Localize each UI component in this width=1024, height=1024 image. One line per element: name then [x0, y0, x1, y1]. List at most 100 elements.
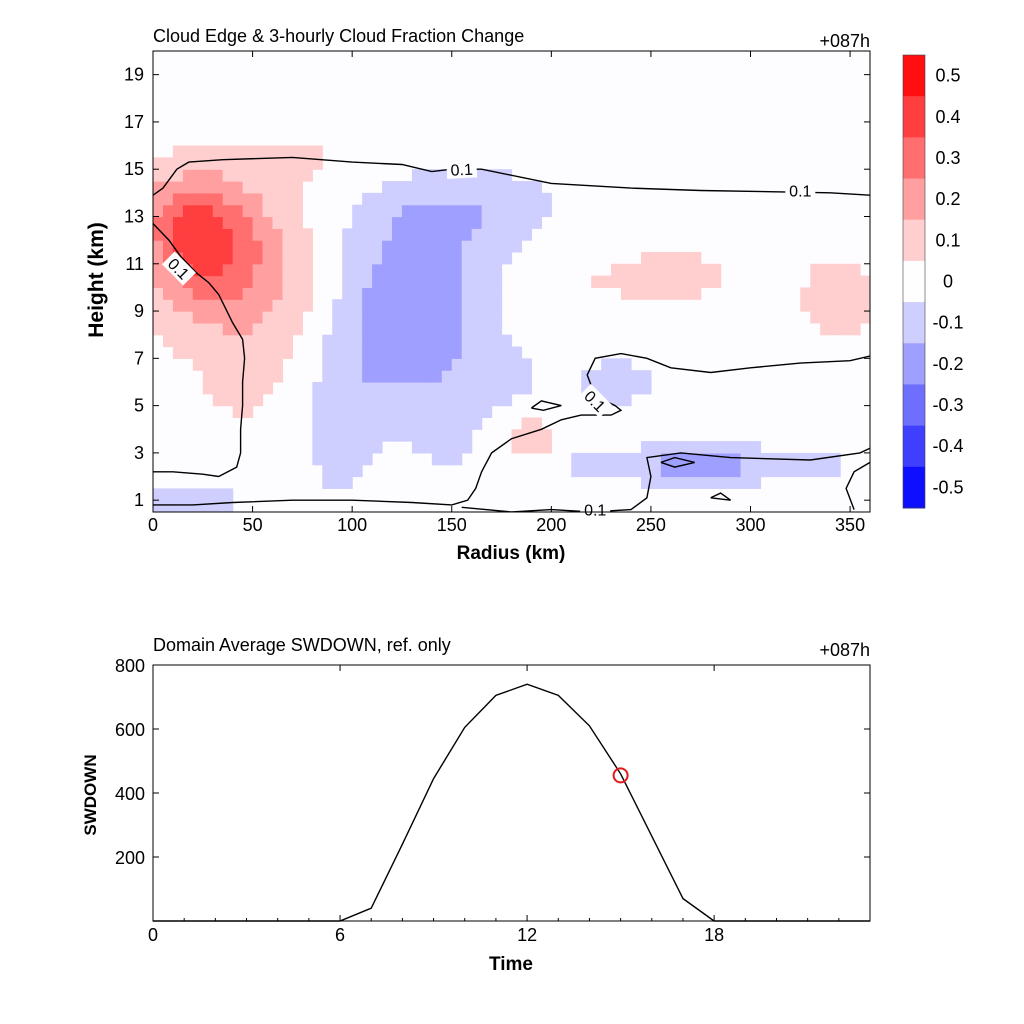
x-tick-label: 0: [148, 925, 158, 945]
heatmap-cell: [153, 240, 164, 253]
heatmap-cell: [372, 251, 383, 265]
heatmap-cell: [840, 275, 851, 289]
heatmap-cell: [362, 322, 373, 336]
heatmap-cell: [362, 311, 373, 324]
y-tick-label: 3: [134, 443, 144, 463]
heatmap-cell: [521, 381, 533, 395]
heatmap-cell: [481, 405, 493, 419]
heatmap-cell: [242, 204, 254, 218]
heatmap-cell: [212, 181, 224, 194]
heatmap-cell: [421, 287, 433, 300]
heatmap-cell: [262, 346, 274, 359]
heatmap-cell: [471, 358, 483, 371]
heatmap-cell: [342, 299, 353, 312]
contour-label-text: 0.1: [584, 503, 606, 520]
heatmap-cell: [382, 322, 393, 336]
heatmap-cell: [401, 346, 413, 359]
heatmap-cell: [312, 393, 323, 407]
heatmap-cell: [172, 145, 184, 158]
heatmap-cell: [222, 181, 234, 194]
x-tick-label: 100: [337, 515, 367, 535]
heatmap-cell: [451, 393, 463, 407]
heatmap-cell: [690, 441, 702, 454]
heatmap-cell: [810, 464, 821, 478]
heatmap-cell: [830, 299, 841, 312]
heatmap-cell: [521, 429, 533, 442]
heatmap-cell: [860, 287, 870, 300]
heatmap-cell: [431, 192, 443, 206]
heatmap-cell: [441, 346, 453, 359]
heatmap-cell: [401, 405, 413, 419]
heatmap-cell: [850, 287, 861, 300]
heatmap-cell: [282, 145, 294, 158]
heatmap-cell: [222, 216, 234, 229]
heatmap-cell: [810, 299, 821, 312]
heatmap-cell: [252, 263, 264, 277]
heatmap-cell: [162, 204, 174, 218]
heatmap-cell: [591, 381, 602, 395]
heatmap-cell: [531, 216, 542, 229]
heatmap-cell: [202, 228, 214, 241]
heatmap-cell: [521, 192, 533, 206]
bottom-x-axis: 0 6 12 18: [148, 665, 840, 945]
heatmap-cell: [481, 287, 493, 300]
heatmap-cell: [730, 441, 742, 454]
contour-label-text: 0.1: [450, 162, 473, 180]
heatmap-cell: [800, 299, 811, 312]
heatmap-cell: [461, 358, 473, 371]
heatmap-cell: [700, 464, 712, 478]
heatmap-cell: [162, 334, 174, 348]
heatmap-cell: [451, 216, 463, 229]
heatmap-cell: [401, 216, 413, 229]
heatmap-cell: [421, 228, 433, 241]
heatmap-cell: [252, 240, 264, 253]
heatmap-cell: [640, 251, 652, 265]
heatmap-cell: [431, 181, 443, 194]
heatmap-cell: [650, 452, 662, 466]
heatmap-cell: [332, 334, 343, 348]
heatmap-cell: [660, 441, 672, 454]
heatmap-cell: [302, 157, 313, 170]
heatmap-cell: [481, 251, 493, 265]
heatmap-cell: [631, 287, 642, 300]
heatmap-cell: [252, 169, 264, 182]
heatmap-cell: [471, 322, 483, 336]
heatmap-cell: [172, 240, 184, 253]
heatmap-cell: [202, 346, 214, 359]
heatmap-cell: [192, 145, 204, 158]
heatmap-cell: [760, 464, 772, 478]
heatmap-cell: [670, 476, 682, 489]
heatmap-cell: [431, 429, 443, 442]
heatmap-cell: [342, 476, 353, 489]
heatmap-cell: [282, 240, 294, 253]
heatmap-cell: [810, 287, 821, 300]
heatmap-cell: [820, 299, 831, 312]
colorbar-cell: [903, 425, 925, 468]
heatmap-cell: [372, 381, 383, 395]
heatmap-cell: [640, 464, 652, 478]
heatmap-cell: [611, 381, 622, 395]
heatmap-cell: [660, 464, 672, 478]
heatmap-cell: [352, 346, 363, 359]
heatmap-cell: [202, 251, 214, 265]
heatmap-cell: [401, 334, 413, 348]
heatmap-cell: [192, 181, 204, 194]
heatmap-cell: [332, 370, 343, 383]
heatmap-cell: [392, 393, 403, 407]
heatmap-cell: [491, 334, 503, 348]
heatmap-cell: [401, 429, 413, 442]
heatmap-cell: [192, 358, 204, 371]
heatmap-cell: [392, 251, 403, 265]
heatmap-cell: [182, 228, 194, 241]
heatmap-cell: [292, 263, 303, 277]
heatmap-cell: [700, 441, 712, 454]
heatmap-cell: [511, 228, 523, 241]
heatmap-cell: [372, 240, 383, 253]
heatmap-cell: [740, 464, 752, 478]
heatmap-cell: [411, 299, 423, 312]
heatmap-cell: [441, 251, 453, 265]
heatmap-cell: [461, 334, 473, 348]
heatmap-cell: [850, 299, 861, 312]
heatmap-cell: [461, 299, 473, 312]
heatmap-cell: [421, 240, 433, 253]
